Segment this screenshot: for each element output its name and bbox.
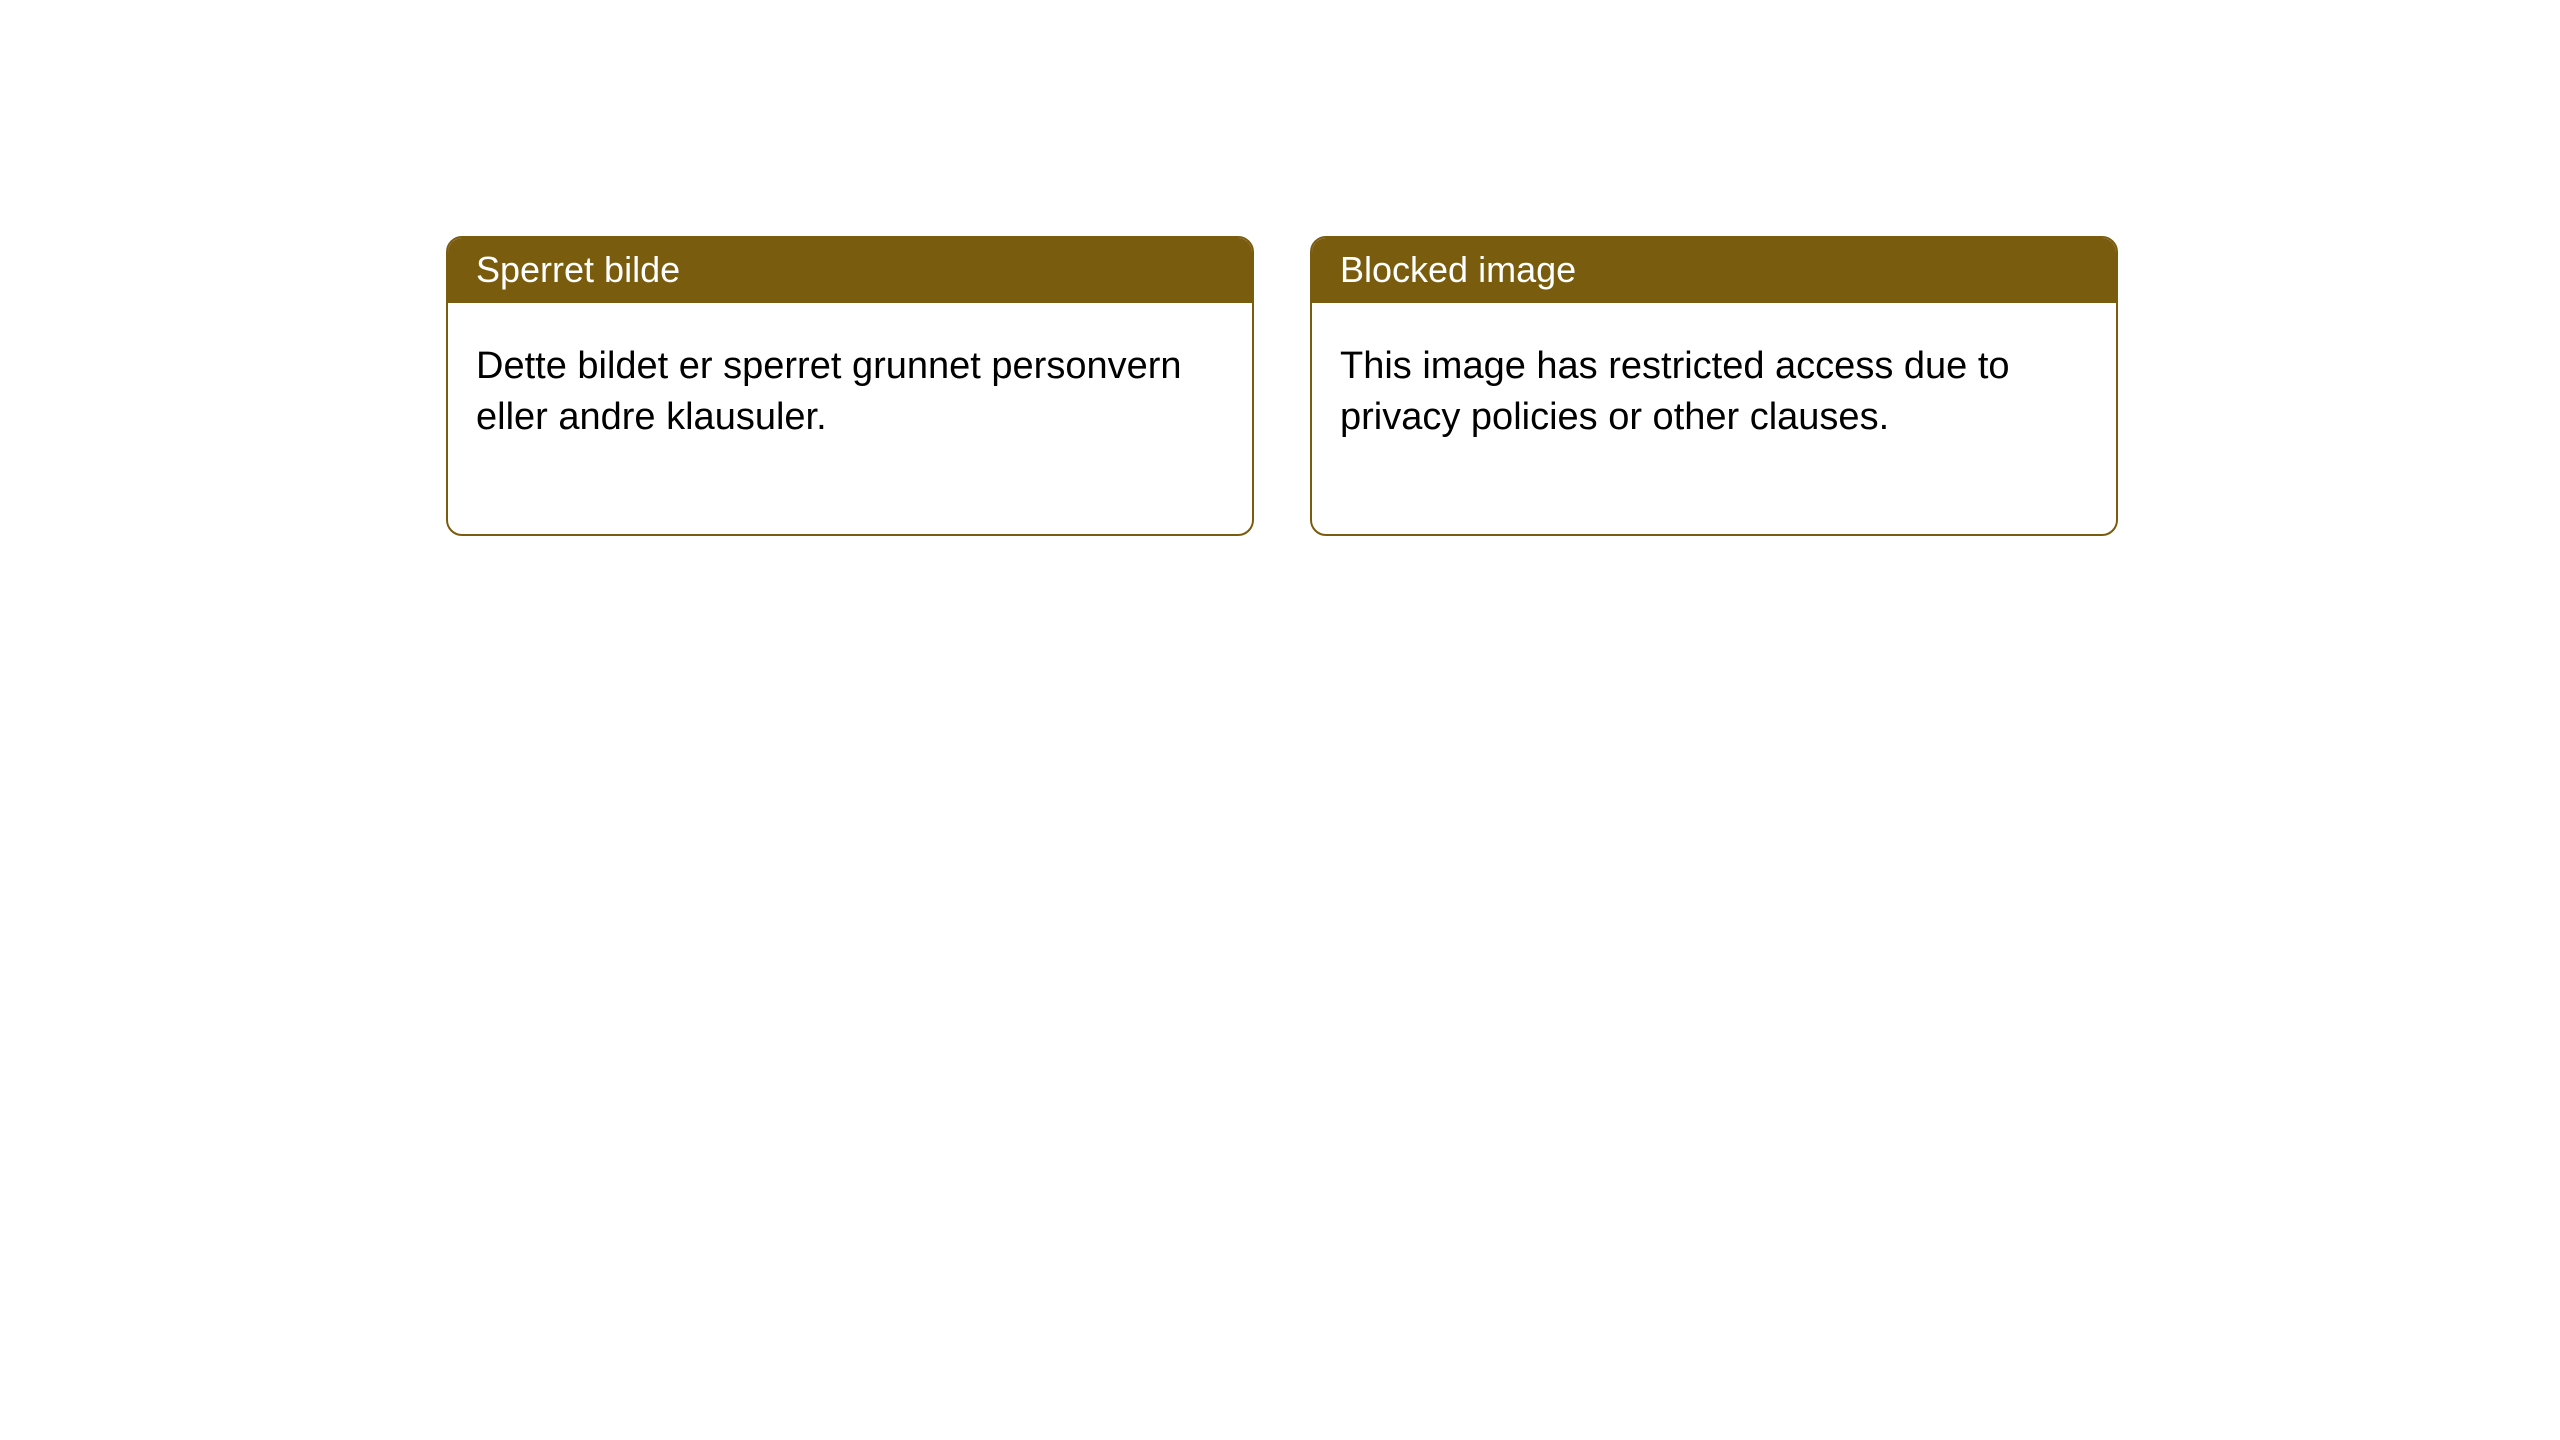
notice-body-norwegian: Dette bildet er sperret grunnet personve…: [448, 303, 1252, 534]
notice-card-norwegian: Sperret bilde Dette bildet er sperret gr…: [446, 236, 1254, 536]
notice-title-norwegian: Sperret bilde: [448, 238, 1252, 303]
notice-container: Sperret bilde Dette bildet er sperret gr…: [0, 0, 2560, 536]
notice-title-english: Blocked image: [1312, 238, 2116, 303]
notice-card-english: Blocked image This image has restricted …: [1310, 236, 2118, 536]
notice-body-english: This image has restricted access due to …: [1312, 303, 2116, 534]
